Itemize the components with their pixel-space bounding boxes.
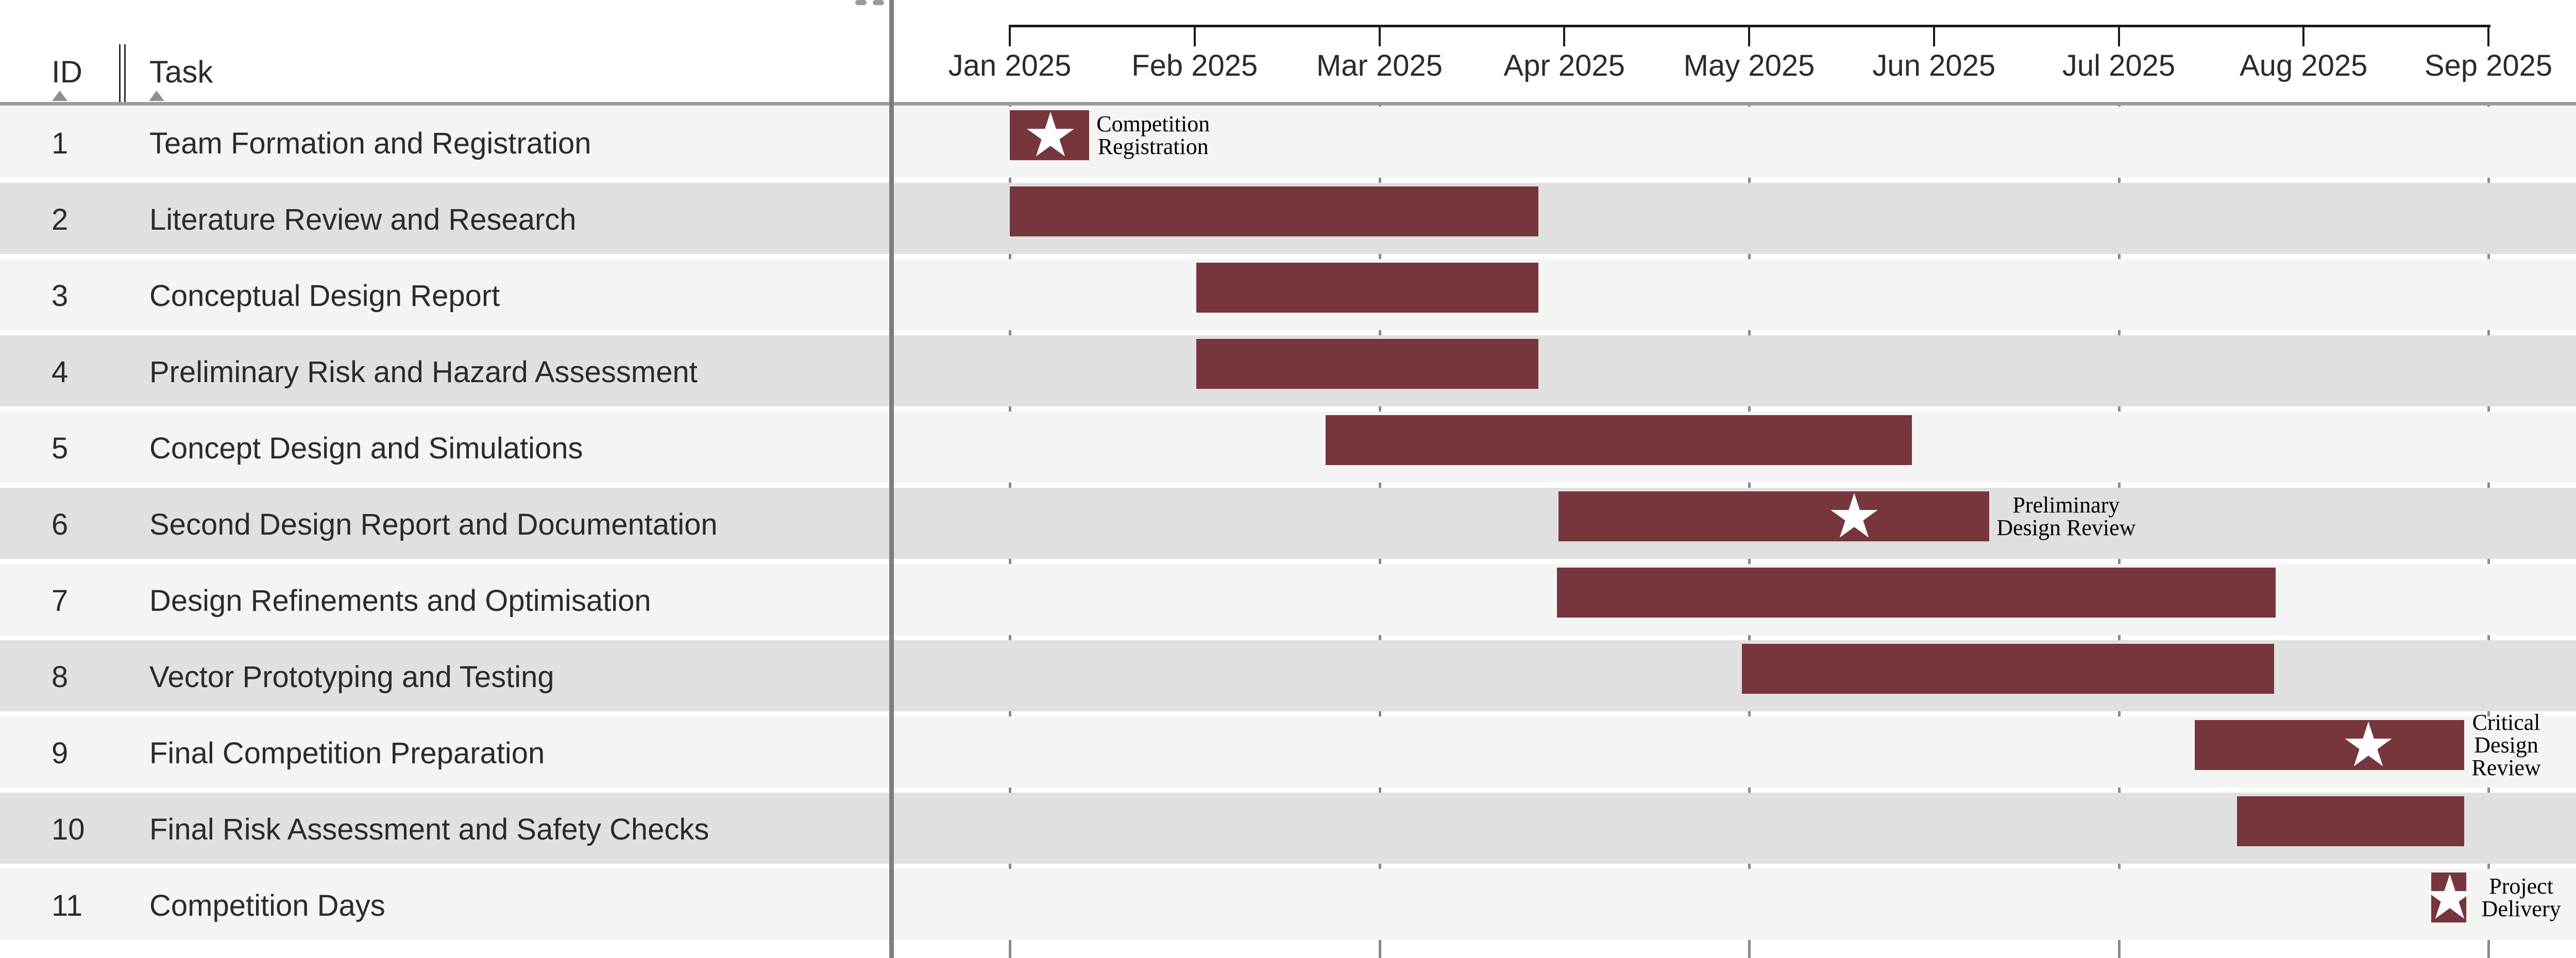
gantt-bar[interactable] bbox=[1010, 186, 1539, 236]
month-label: Jan 2025 bbox=[948, 49, 1072, 82]
month-label: Aug 2025 bbox=[2240, 49, 2368, 82]
milestone-label-line: Design Review bbox=[1996, 515, 2136, 540]
row-id: 10 bbox=[52, 813, 85, 846]
sort-ascending-icon[interactable] bbox=[149, 91, 164, 101]
milestone-bar[interactable] bbox=[1558, 491, 1990, 541]
month-tick bbox=[1378, 25, 1381, 46]
task-name: Final Competition Preparation bbox=[149, 737, 545, 770]
row-id: 3 bbox=[52, 279, 69, 313]
month-tick bbox=[1009, 25, 1011, 46]
table-row: 5 Concept Design and Simulations bbox=[0, 412, 2576, 483]
row-id: 8 bbox=[52, 660, 69, 694]
task-name: Conceptual Design Report bbox=[149, 279, 500, 313]
milestone-label-line: Preliminary bbox=[2012, 492, 2120, 518]
column-header-id[interactable]: ID bbox=[52, 55, 82, 89]
milestone-label-line: Review bbox=[2471, 755, 2541, 780]
row-id: 7 bbox=[52, 584, 69, 618]
column-divider bbox=[124, 44, 126, 106]
table-row: 9 Final Competition Preparation bbox=[0, 716, 2576, 788]
month-label: Sep 2025 bbox=[2424, 49, 2553, 82]
task-name: Preliminary Risk and Hazard Assessment bbox=[149, 355, 698, 389]
gantt-bar[interactable] bbox=[1741, 644, 2274, 694]
milestone-star-icon[interactable] bbox=[2344, 721, 2393, 770]
milestone-label-line: Registration bbox=[1097, 133, 1209, 159]
milestone-label-line: Critical bbox=[2472, 709, 2540, 735]
month-tick bbox=[1748, 25, 1750, 46]
row-id: 2 bbox=[52, 203, 69, 236]
milestone-label: Preliminary Design Review bbox=[1996, 492, 2136, 540]
month-tick bbox=[1193, 25, 1196, 46]
table-row: 6 Second Design Report and Documentation bbox=[0, 488, 2576, 559]
row-id: 4 bbox=[52, 355, 69, 389]
milestone-label-line: Delivery bbox=[2481, 896, 2561, 921]
row-id: 9 bbox=[52, 737, 69, 770]
column-header-task[interactable]: Task bbox=[149, 55, 213, 89]
table-row: 11 Competition Days bbox=[0, 869, 2576, 940]
milestone-label-line: Competition bbox=[1096, 111, 1210, 136]
row-id: 1 bbox=[52, 127, 69, 160]
milestone-star-icon[interactable] bbox=[2425, 873, 2475, 922]
task-name: Second Design Report and Documentation bbox=[149, 508, 718, 541]
gantt-bar[interactable] bbox=[1196, 339, 1539, 389]
milestone-star-icon[interactable] bbox=[1829, 492, 1879, 541]
milestone-label-line: Project bbox=[2489, 873, 2553, 899]
month-tick bbox=[2302, 25, 2305, 46]
task-name: Competition Days bbox=[149, 889, 385, 922]
milestone-bar[interactable] bbox=[2194, 720, 2465, 770]
month-label: Mar 2025 bbox=[1316, 49, 1443, 82]
header-separator bbox=[0, 102, 2576, 106]
milestone-label: Competition Registration bbox=[1096, 111, 1210, 159]
gantt-bar[interactable] bbox=[1196, 263, 1539, 313]
gantt-bar[interactable] bbox=[1326, 415, 1912, 465]
row-id: 11 bbox=[52, 889, 83, 922]
month-label: Jul 2025 bbox=[2062, 49, 2176, 82]
milestone-star-icon[interactable] bbox=[1026, 111, 1075, 160]
drag-handle-icon[interactable] bbox=[873, 0, 884, 5]
task-name: Literature Review and Research bbox=[149, 203, 577, 236]
month-tick bbox=[2117, 25, 2120, 46]
row-id: 6 bbox=[52, 508, 69, 541]
sort-ascending-icon[interactable] bbox=[52, 91, 67, 101]
drag-handle-icon[interactable] bbox=[855, 0, 867, 5]
month-label: Apr 2025 bbox=[1503, 49, 1625, 82]
task-name: Concept Design and Simulations bbox=[149, 432, 583, 465]
table-row: 10 Final Risk Assessment and Safety Check… bbox=[0, 793, 2576, 864]
month-label: Feb 2025 bbox=[1131, 49, 1258, 82]
month-label: Jun 2025 bbox=[1872, 49, 1996, 82]
column-divider bbox=[119, 44, 121, 106]
task-name: Team Formation and Registration bbox=[149, 127, 591, 160]
table-row: 1 Team Formation and Registration bbox=[0, 107, 2576, 178]
row-id: 5 bbox=[52, 432, 69, 465]
table-chart-splitter[interactable] bbox=[889, 0, 894, 958]
month-tick bbox=[1563, 25, 1566, 46]
month-tick bbox=[2487, 25, 2489, 46]
milestone-label-line: Design bbox=[2474, 732, 2538, 758]
month-tick bbox=[1933, 25, 1935, 46]
milestone-label: Project Delivery bbox=[2482, 875, 2561, 920]
task-name: Final Risk Assessment and Safety Checks bbox=[149, 813, 709, 846]
task-name: Vector Prototyping and Testing bbox=[149, 660, 554, 694]
month-label: May 2025 bbox=[1683, 49, 1815, 82]
gantt-bar[interactable] bbox=[1556, 568, 2276, 618]
task-name: Design Refinements and Optimisation bbox=[149, 584, 651, 618]
milestone-label: Critical Design Review bbox=[2471, 711, 2540, 779]
gantt-bar[interactable] bbox=[2237, 796, 2465, 846]
